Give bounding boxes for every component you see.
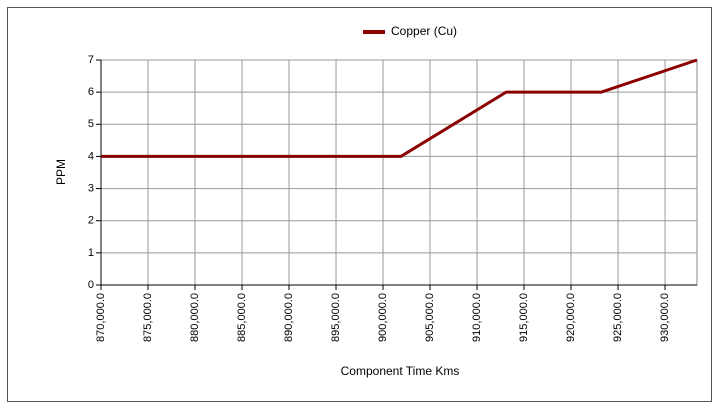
x-tick-label: 875,000.0 <box>142 293 154 342</box>
x-tick-label: 890,000.0 <box>283 293 295 342</box>
x-tick-label: 930,000.0 <box>659 293 671 342</box>
y-tick-label: 2 <box>88 215 94 227</box>
x-tick-label: 910,000.0 <box>471 293 483 342</box>
y-tick-label: 1 <box>88 247 94 259</box>
x-tick-label: 880,000.0 <box>189 293 201 342</box>
x-tick-label: 925,000.0 <box>612 293 624 342</box>
plot-area <box>100 59 698 286</box>
x-tick-label: 885,000.0 <box>236 293 248 342</box>
x-tick-label: 915,000.0 <box>518 293 530 342</box>
x-tick-label: 870,000.0 <box>95 293 107 342</box>
y-tick-label: 6 <box>88 86 94 98</box>
y-tick-label: 7 <box>88 54 94 66</box>
y-tick-label: 5 <box>88 118 94 130</box>
x-tick-label: 900,000.0 <box>377 293 389 342</box>
x-axis-label: Component Time Kms <box>341 364 460 378</box>
y-axis-label: PPM <box>54 159 68 185</box>
y-tick-label: 0 <box>88 279 94 291</box>
x-tick-label: 920,000.0 <box>565 293 577 342</box>
line-series <box>101 58 698 158</box>
y-tick-label: 3 <box>88 182 94 194</box>
legend-label: Copper (Cu) <box>391 24 457 38</box>
x-tick-label: 905,000.0 <box>424 293 436 342</box>
y-tick-label: 4 <box>88 150 94 162</box>
x-tick-label: 895,000.0 <box>330 293 342 342</box>
